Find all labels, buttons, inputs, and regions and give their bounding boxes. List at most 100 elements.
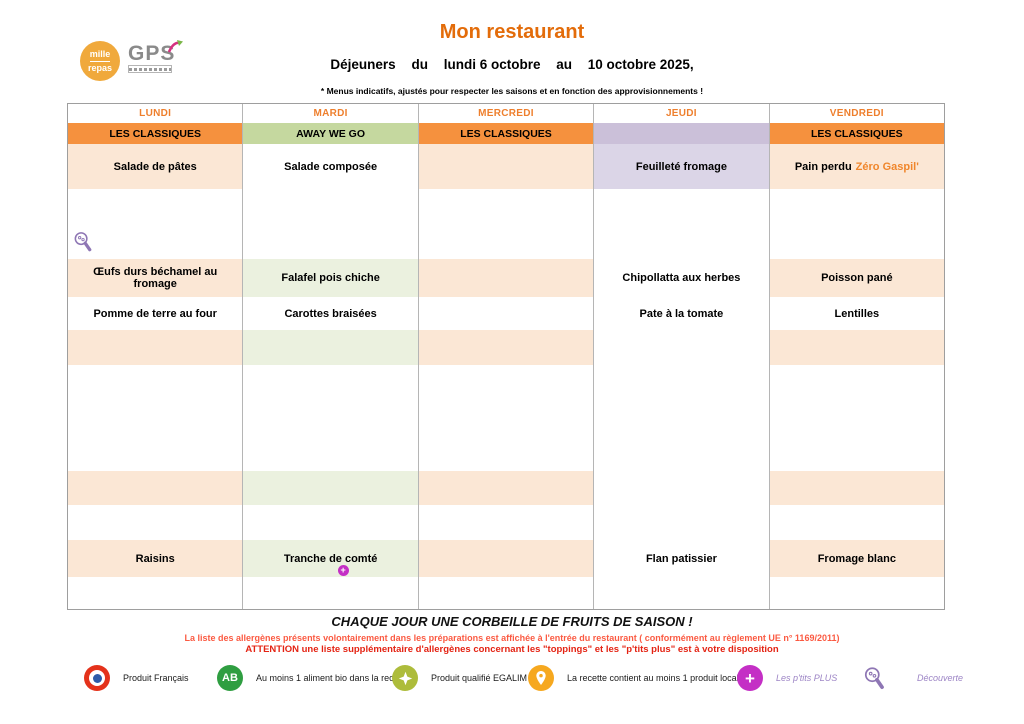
empty-cell (243, 577, 417, 609)
mille-repas-logo: mille repas (80, 41, 120, 81)
plat-mardi: Falafel pois chiche (243, 259, 418, 297)
empty-cell (68, 471, 243, 505)
entree-mercredi (418, 144, 594, 189)
gps-logo: GPS (128, 40, 183, 73)
side-lundi: Pomme de terre au four (93, 307, 217, 320)
legend-label: La recette contient au moins 1 produit l… (567, 673, 739, 683)
dessert-lundi: Raisins (68, 540, 243, 577)
gps-tagline (128, 65, 172, 73)
empty-cell (243, 365, 417, 471)
logo-divider (90, 60, 110, 62)
empty-cell (770, 577, 944, 609)
legend-ptits-plus: Les p'tits PLUS (737, 659, 837, 697)
side-mercredi (419, 297, 593, 330)
empty-cell (243, 505, 417, 540)
decouverte-magnifier-icon (862, 665, 888, 691)
empty-cell (419, 577, 593, 609)
day-header-mardi: MARDI (313, 108, 348, 119)
entree-mardi: Salade composée (284, 160, 378, 173)
legend-bar: Produit Français AB Au moins 1 aliment b… (0, 659, 1024, 704)
pin-glyph (536, 671, 546, 685)
legend-label: Découverte (917, 673, 964, 683)
weekly-menu-table: LUNDI LES CLASSIQUES Salade de pâtes Œuf… (67, 103, 945, 610)
gps-arrow-icon (168, 40, 183, 53)
dessert-jeudi: Flan patissier (645, 552, 717, 565)
egalim-icon (392, 665, 418, 691)
menu-column-lundi: LUNDI LES CLASSIQUES Salade de pâtes Œuf… (68, 104, 244, 609)
day-header-vendredi: VENDREDI (829, 108, 884, 119)
plat-mercredi (418, 259, 594, 297)
empty-cell (68, 577, 242, 609)
decouverte-magnifier-icon (74, 232, 92, 252)
dessert-mardi: Tranche de comté (243, 540, 418, 577)
gps-logo-text: GPS (128, 42, 176, 65)
category-jeudi (594, 123, 769, 144)
legend-label: Produit Français (123, 673, 189, 683)
meal-label: Déjeuners (330, 57, 396, 72)
plat-jeudi: Chipollatta aux herbes (622, 272, 741, 284)
local-pin-icon (528, 665, 554, 691)
menu-column-mercredi: MERCREDI LES CLASSIQUES (418, 104, 595, 609)
empty-cell (419, 365, 593, 471)
entree-vendredi: Pain perdu Zéro Gaspil' (769, 144, 945, 189)
magnifier-glyph (864, 666, 884, 689)
side-jeudi: Pate à la tomate (639, 307, 724, 320)
entree-vendredi-main: Pain perdu (794, 160, 852, 173)
empty-cell (243, 330, 418, 365)
menu-note: * Menus indicatifs, ajustés pour respect… (320, 86, 704, 96)
legend-decouverte: Découverte (862, 659, 963, 697)
entree-lundi: Salade de pâtes (68, 144, 243, 189)
empty-cell (770, 505, 944, 540)
date-end: 10 octobre 2025, (587, 57, 694, 72)
empty-cell (418, 330, 594, 365)
category-lundi: LES CLASSIQUES (68, 123, 243, 144)
dessert-mardi-label: Tranche de comté (283, 552, 378, 565)
empty-cell (68, 505, 242, 540)
mille-repas-text-top: mille (89, 48, 111, 59)
category-mercredi: LES CLASSIQUES (418, 123, 594, 144)
plat-vendredi: Poisson pané (769, 259, 945, 297)
legend-produit-francais: Produit Français (84, 659, 189, 697)
menu-column-mardi: MARDI AWAY WE GO Salade composée Falafel… (243, 104, 419, 609)
category-vendredi: LES CLASSIQUES (769, 123, 945, 144)
date-word-du: du (411, 57, 428, 72)
empty-cell (243, 189, 417, 259)
plat-lundi: Œufs durs béchamel au fromage (68, 259, 243, 297)
empty-cell (770, 365, 944, 471)
empty-cell (594, 189, 768, 259)
legend-egalim: Produit qualifié EGALIM (392, 659, 527, 697)
bio-ab-icon: AB (217, 665, 243, 691)
empty-cell (594, 365, 768, 471)
category-mardi: AWAY WE GO (243, 123, 418, 144)
legend-local: La recette contient au moins 1 produit l… (528, 659, 739, 697)
egalim-star-glyph (398, 671, 412, 685)
ptits-plus-icon (337, 565, 349, 576)
page-title: Mon restaurant (439, 21, 585, 43)
menu-column-vendredi: VENDREDI LES CLASSIQUES Pain perdu Zéro … (769, 104, 945, 609)
cocarde-white-ring (89, 670, 105, 686)
empty-cell (243, 471, 418, 505)
empty-cell (594, 577, 768, 609)
empty-cell (419, 189, 593, 259)
dessert-mercredi (418, 540, 594, 577)
empty-cell (594, 471, 768, 505)
legend-bio: AB Au moins 1 aliment bio dans la recett… (217, 659, 409, 697)
ptits-plus-icon (737, 665, 763, 691)
legend-label: Produit qualifié EGALIM (431, 673, 528, 683)
cocarde-blue-center (92, 673, 102, 683)
day-header-lundi: LUNDI (139, 108, 172, 119)
empty-cell (418, 471, 594, 505)
date-line: Déjeuners du lundi 6 octobre au 10 octob… (0, 57, 1024, 72)
empty-cell (419, 505, 593, 540)
mille-repas-text-bottom: repas (87, 62, 113, 73)
date-word-au: au (556, 57, 573, 72)
empty-cell (769, 471, 945, 505)
side-mardi: Carottes braisées (284, 307, 377, 320)
fruits-banner: CHAQUE JOUR UNE CORBEILLE DE FRUITS DE S… (331, 614, 693, 629)
entree-jeudi: Feuilleté fromage (594, 144, 769, 189)
empty-cell (594, 330, 768, 365)
empty-cell (769, 330, 945, 365)
dessert-vendredi: Fromage blanc (769, 540, 945, 577)
empty-cell (68, 365, 242, 471)
